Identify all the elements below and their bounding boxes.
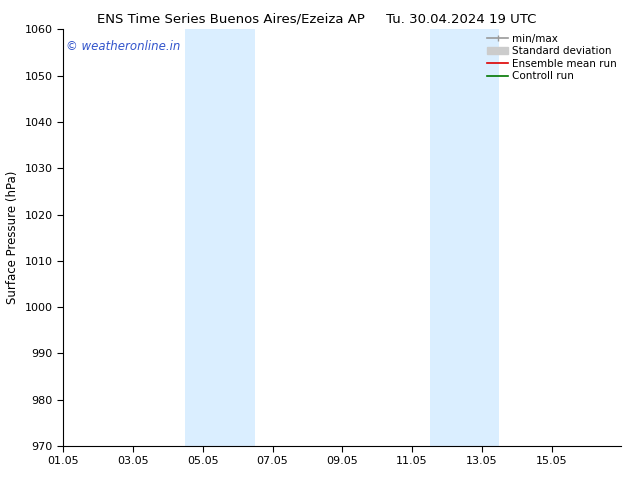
Legend: min/max, Standard deviation, Ensemble mean run, Controll run: min/max, Standard deviation, Ensemble me… [485, 31, 619, 83]
Bar [429, 29, 500, 446]
Bar [185, 29, 255, 446]
Y-axis label: Surface Pressure (hPa): Surface Pressure (hPa) [6, 171, 19, 304]
Text: © weatheronline.in: © weatheronline.in [66, 40, 181, 53]
Text: ENS Time Series Buenos Aires/Ezeiza AP     Tu. 30.04.2024 19 UTC: ENS Time Series Buenos Aires/Ezeiza AP T… [97, 12, 537, 25]
